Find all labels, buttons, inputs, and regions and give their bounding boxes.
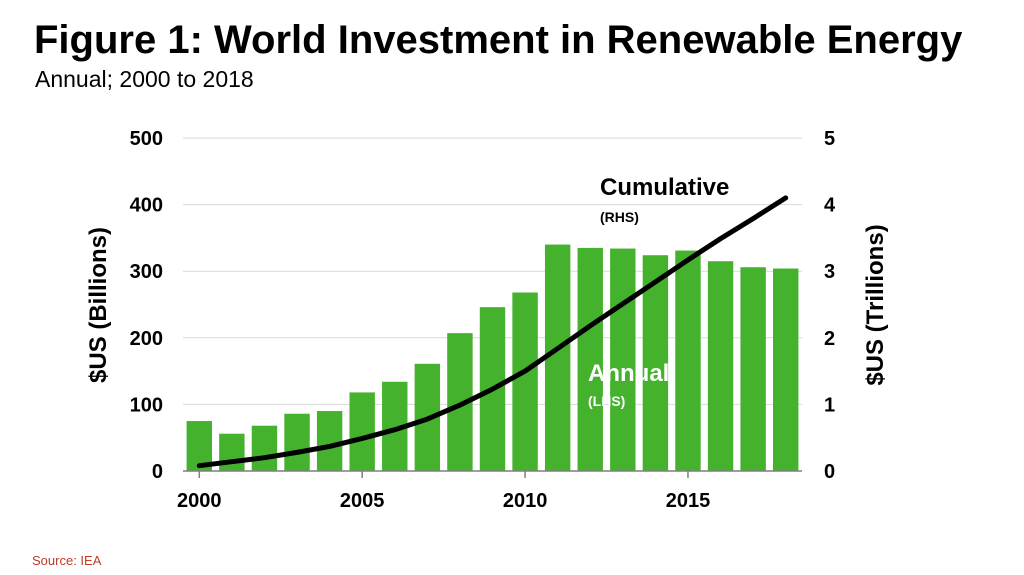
x-tick-label: 2010 bbox=[503, 490, 548, 512]
bar-annual-2001 bbox=[219, 433, 245, 471]
y-left-tick-label: 0 bbox=[152, 461, 163, 483]
source-note: Source: IEA bbox=[32, 553, 102, 568]
bar-annual-2002 bbox=[251, 425, 278, 471]
bar-annual-2013 bbox=[610, 248, 636, 471]
y-left-tick-label: 100 bbox=[130, 394, 163, 416]
bar-annual-2012 bbox=[577, 247, 603, 471]
chart-subtitle: Annual; 2000 to 2018 bbox=[35, 66, 254, 92]
y-left-tick-label: 300 bbox=[130, 261, 163, 283]
bar-annual-2011 bbox=[544, 244, 571, 471]
bar-annual-2003 bbox=[284, 413, 310, 471]
bar-annual-2014 bbox=[642, 255, 669, 471]
axes bbox=[183, 470, 802, 478]
y-right-tick-label: 1 bbox=[824, 394, 835, 416]
y-right-tick-label: 3 bbox=[824, 261, 835, 283]
chart-title: Figure 1: World Investment in Renewable … bbox=[34, 18, 963, 62]
tick-labels: 2000 2005 2010 2015 0 100 200 300 400 500 0 1 2 3 4 5 bbox=[130, 128, 836, 512]
bar-annual-2005 bbox=[349, 392, 375, 471]
annual-series-label: Annual bbox=[588, 360, 669, 387]
y-left-tick-label: 500 bbox=[130, 128, 163, 150]
bar-annual-2010 bbox=[512, 292, 538, 471]
x-tick-label: 2005 bbox=[340, 490, 385, 512]
x-tick-label: 2000 bbox=[177, 490, 222, 512]
cumulative-line-layer bbox=[196, 195, 789, 469]
y-left-tick-label: 200 bbox=[130, 328, 163, 350]
bar-annual-2015 bbox=[675, 250, 701, 471]
bar-annual-2016 bbox=[707, 261, 734, 471]
bar-annual-2018 bbox=[773, 268, 799, 471]
y-left-tick-label: 400 bbox=[130, 195, 163, 217]
bar-annual-2017 bbox=[740, 267, 766, 471]
bar-annual-2004 bbox=[316, 411, 343, 471]
y-left-axis-title: $US (Billions) bbox=[85, 227, 112, 383]
cumulative-series-label: Cumulative bbox=[600, 174, 729, 201]
cumulative-line bbox=[196, 195, 789, 469]
bars bbox=[186, 244, 799, 471]
annual-series-note: (LHS) bbox=[588, 393, 625, 409]
y-right-axis-title: $US (Trillions) bbox=[862, 224, 889, 385]
y-right-tick-label: 5 bbox=[824, 128, 835, 150]
y-right-tick-label: 0 bbox=[824, 461, 835, 483]
y-right-tick-label: 4 bbox=[824, 195, 836, 217]
cumulative-series-note: (RHS) bbox=[600, 209, 639, 225]
x-tick-label: 2015 bbox=[666, 490, 711, 512]
y-right-tick-label: 2 bbox=[824, 328, 835, 350]
